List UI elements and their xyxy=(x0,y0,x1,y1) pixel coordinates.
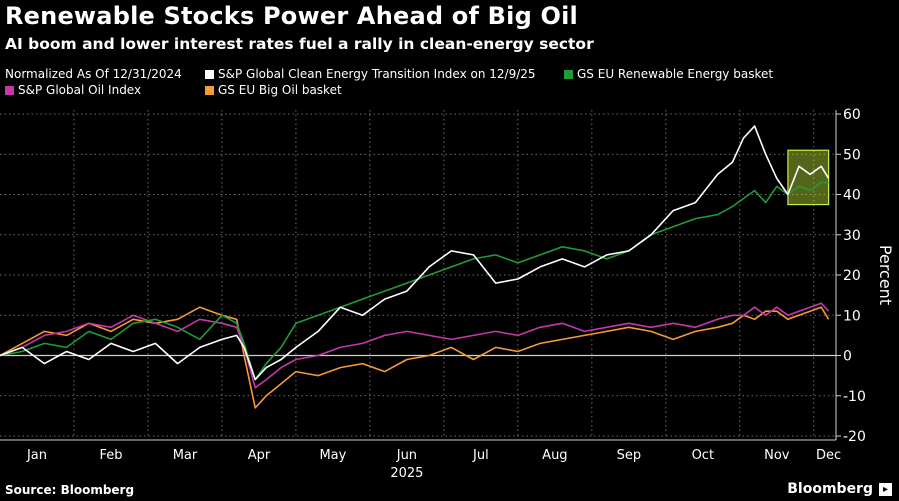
brand-name: Bloomberg xyxy=(787,481,873,497)
legend-swatch-icon xyxy=(205,69,214,79)
y-tick-label: -20 xyxy=(843,429,866,445)
legend-note: Normalized As Of 12/31/2024 xyxy=(5,67,182,81)
chart-subtitle: AI boom and lower interest rates fuel a … xyxy=(5,35,594,53)
y-tick-label: 20 xyxy=(843,268,861,284)
y-tick-label: 30 xyxy=(843,228,861,244)
x-tick-label: Apr xyxy=(248,448,271,463)
y-tick-label: 50 xyxy=(843,147,861,163)
x-tick-label: Jun xyxy=(396,448,417,463)
series-line-2 xyxy=(0,302,830,389)
x-tick-label: Aug xyxy=(542,448,567,463)
x-tick-label: Nov xyxy=(764,448,790,463)
x-year-label: 2025 xyxy=(390,466,423,481)
legend-swatch-icon xyxy=(205,85,214,95)
x-tick-label: May xyxy=(319,448,346,463)
chart-title: Renewable Stocks Power Ahead of Big Oil xyxy=(5,2,578,30)
bloomberg-terminal-icon: ▸ xyxy=(879,483,892,496)
series-line-0 xyxy=(0,125,830,381)
x-tick-label: Jan xyxy=(26,448,47,463)
x-tick-label: Dec xyxy=(816,448,841,463)
legend-label: GS EU Renewable Energy basket xyxy=(577,67,774,81)
legend-label: S&P Global Oil Index xyxy=(18,83,142,97)
source-note: Source: Bloomberg xyxy=(5,483,135,497)
legend-swatch-icon xyxy=(564,69,573,79)
legend-label: GS EU Big Oil basket xyxy=(218,83,342,97)
legend-item-eu-big-oil: GS EU Big Oil basket xyxy=(205,83,342,97)
y-tick-label: 60 xyxy=(843,107,861,123)
legend-item-oil-index: S&P Global Oil Index xyxy=(5,83,141,97)
x-tick-label: Sep xyxy=(617,448,642,463)
series-line-3 xyxy=(0,306,830,409)
legend-swatch-icon xyxy=(5,85,14,95)
y-tick-label: 10 xyxy=(843,308,861,324)
y-tick-label: -10 xyxy=(843,389,866,405)
x-tick-label: Jul xyxy=(472,448,489,463)
highlight-box xyxy=(787,149,830,206)
y-axis-title: Percent xyxy=(876,245,895,305)
legend-item-clean-energy: S&P Global Clean Energy Transition Index… xyxy=(205,67,536,81)
legend-label: S&P Global Clean Energy Transition Index… xyxy=(218,67,536,81)
x-tick-label: Oct xyxy=(692,448,714,463)
y-tick-label: 0 xyxy=(843,349,852,365)
legend-item-eu-renewable: GS EU Renewable Energy basket xyxy=(564,67,773,81)
legend-note-text: Normalized As Of 12/31/2024 xyxy=(5,67,182,81)
y-tick-label: 40 xyxy=(843,188,861,204)
x-tick-label: Mar xyxy=(173,448,198,463)
series-line-1 xyxy=(0,181,829,381)
x-tick-label: Feb xyxy=(99,448,122,463)
